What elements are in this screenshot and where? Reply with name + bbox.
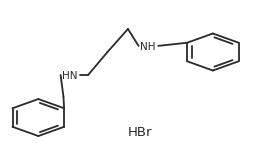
Text: HN: HN: [62, 71, 78, 81]
Text: NH: NH: [140, 42, 156, 52]
Text: HBr: HBr: [128, 126, 152, 138]
